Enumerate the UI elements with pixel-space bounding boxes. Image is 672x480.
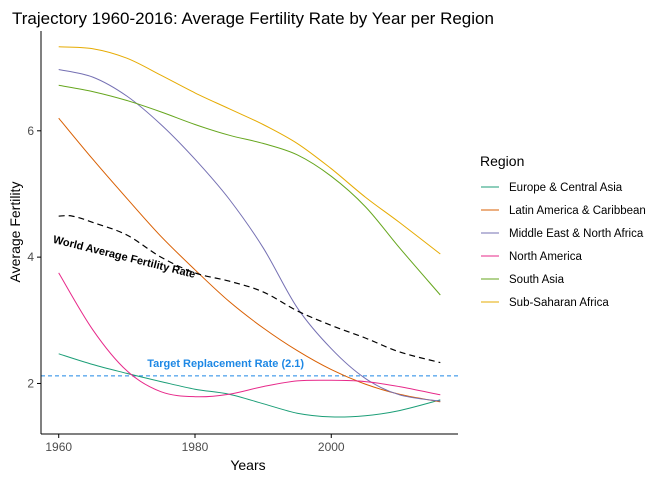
legend-label-2: Middle East & North Africa [509,228,644,240]
x-axis-ticks: 1960 1980 2000 [45,434,345,454]
y-axis-ticks: 2 4 6 [27,124,41,390]
legend-title: Region [480,153,524,169]
legend-label-5: Sub-Saharan Africa [509,297,609,309]
replacement-rate-annotation: Target Replacement Rate (2.1) [147,358,304,370]
series-line-1 [58,117,441,403]
world-average-annotation: World Average Fertility Rate [52,234,197,281]
series-line-3 [58,272,441,398]
x-axis-label: Years [230,457,265,473]
legend: Region Europe & Central Asia Latin Americ… [480,153,646,309]
legend-label-4: South Asia [509,274,565,286]
series-line-4 [58,84,441,296]
y-tick-label: 4 [27,250,34,264]
chart-title: Trajectory 1960-2016: Average Fertility … [12,9,494,28]
y-tick-label: 6 [27,124,34,138]
y-axis-label: Average Fertility [7,182,23,283]
x-tick-label: 1960 [45,440,72,454]
y-tick-label: 2 [27,376,34,390]
plot-area: World Average Fertility Rate Target Repla… [41,46,458,418]
world-average-line [58,215,441,364]
series-line-0 [58,353,441,418]
legend-label-3: North America [509,251,582,263]
x-tick-label: 2000 [318,440,345,454]
legend-label-0: Europe & Central Asia [509,182,623,194]
legend-label-1: Latin America & Caribbean [509,205,646,217]
series-line-5 [58,46,441,255]
x-tick-label: 1980 [182,440,209,454]
series-line-2 [58,69,441,402]
